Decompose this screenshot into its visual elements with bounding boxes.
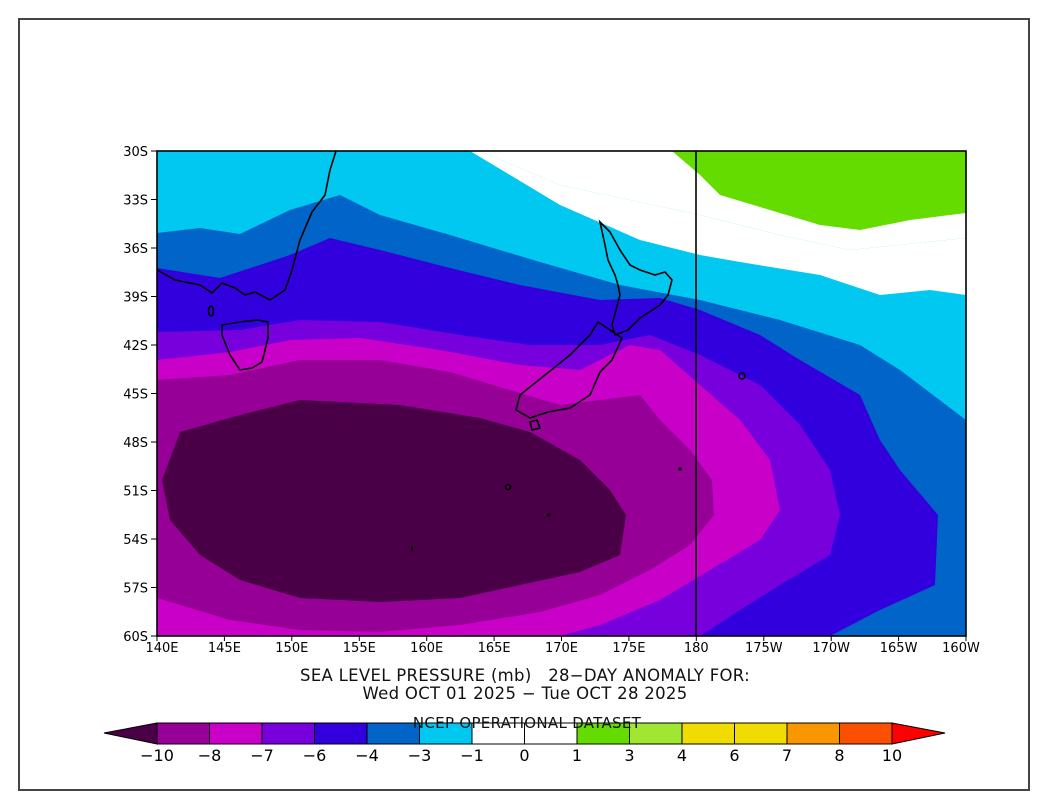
svg-text:180: 180 xyxy=(684,641,709,656)
coast-nz-north xyxy=(598,219,673,337)
svg-text:60S: 60S xyxy=(123,630,148,645)
svg-text:150E: 150E xyxy=(275,641,308,656)
svg-text:42S: 42S xyxy=(123,339,148,354)
contour-fills xyxy=(157,151,966,636)
svg-text:36S: 36S xyxy=(123,242,148,257)
svg-text:3: 3 xyxy=(624,746,634,765)
svg-text:165E: 165E xyxy=(478,641,511,656)
x-axis: 140E 145E 150E 155E 160E 165E 170E 175E … xyxy=(145,636,980,656)
svg-text:45S: 45S xyxy=(123,388,148,403)
svg-text:−1: −1 xyxy=(460,746,484,765)
colorbar xyxy=(103,722,946,745)
svg-text:140E: 140E xyxy=(145,641,178,656)
svg-text:33S: 33S xyxy=(123,194,148,209)
coast-tasmania xyxy=(221,319,269,371)
svg-text:6: 6 xyxy=(729,746,739,765)
svg-text:−10: −10 xyxy=(140,746,174,765)
svg-text:57S: 57S xyxy=(123,582,148,597)
svg-text:160W: 160W xyxy=(942,641,980,656)
chart-date-range: Wed OCT 01 2025 − Tue OCT 28 2025 xyxy=(362,684,688,703)
coast-nz-south xyxy=(515,320,624,419)
svg-text:1: 1 xyxy=(572,746,582,765)
svg-text:30S: 30S xyxy=(123,145,148,160)
svg-text:51S: 51S xyxy=(123,485,148,500)
svg-text:−4: −4 xyxy=(355,746,379,765)
svg-text:39S: 39S xyxy=(123,291,148,306)
colorbar-labels: −10 −8 −7 −6 −4 −3 −1 0 1 3 4 6 7 8 10 xyxy=(140,746,902,765)
svg-text:48S: 48S xyxy=(123,436,148,451)
svg-text:170W: 170W xyxy=(812,641,850,656)
colorbar-high-arrow xyxy=(891,722,946,745)
svg-text:−6: −6 xyxy=(303,746,327,765)
svg-text:8: 8 xyxy=(834,746,844,765)
svg-text:165W: 165W xyxy=(880,641,918,656)
contour-green xyxy=(672,151,966,230)
y-axis: 30S 33S 36S 39S 42S 45S 48S 51S 54S 57S … xyxy=(123,145,157,645)
svg-text:−8: −8 xyxy=(198,746,222,765)
svg-text:160E: 160E xyxy=(410,641,443,656)
coast-australia xyxy=(157,151,337,301)
chart-title: SEA LEVEL PRESSURE (mb) 28−DAY ANOMALY F… xyxy=(300,666,750,685)
svg-text:145E: 145E xyxy=(208,641,241,656)
svg-text:10: 10 xyxy=(882,746,902,765)
contour-white xyxy=(470,151,966,295)
svg-text:175W: 175W xyxy=(745,641,783,656)
svg-text:175E: 175E xyxy=(612,641,645,656)
coastlines xyxy=(157,151,746,491)
svg-text:54S: 54S xyxy=(123,533,148,548)
svg-text:155E: 155E xyxy=(343,641,376,656)
contour-neg10 xyxy=(162,400,626,602)
svg-text:4: 4 xyxy=(677,746,687,765)
svg-text:−3: −3 xyxy=(408,746,432,765)
coast-stewart xyxy=(529,419,542,431)
source-label: NCEP OPERATIONAL DATASET xyxy=(412,714,642,732)
svg-text:−7: −7 xyxy=(250,746,274,765)
svg-text:7: 7 xyxy=(782,746,792,765)
svg-text:170E: 170E xyxy=(545,641,578,656)
svg-text:0: 0 xyxy=(519,746,529,765)
